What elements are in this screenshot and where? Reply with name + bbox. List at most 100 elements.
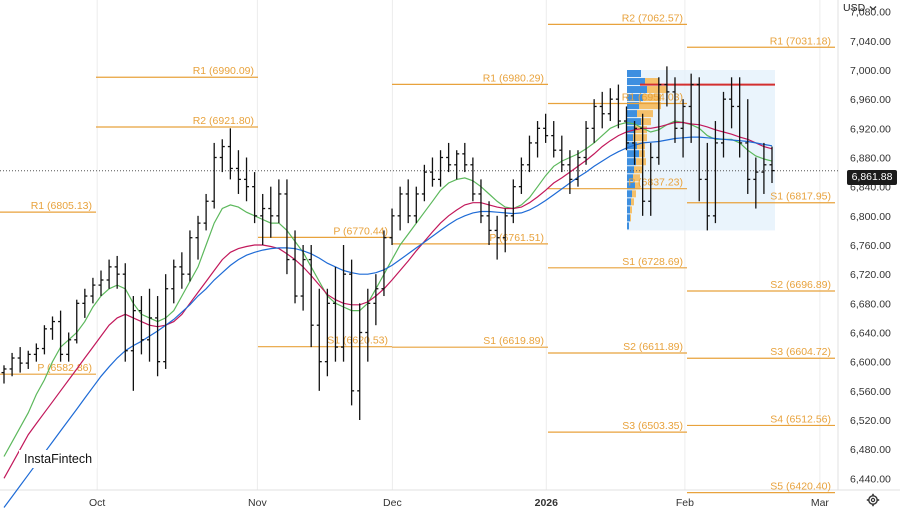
pivot-level-label: P (6761.51) <box>489 232 544 244</box>
y-tick-label: 6,640.00 <box>850 328 891 340</box>
ohlc-bar <box>195 215 201 260</box>
ohlc-bar <box>365 288 371 362</box>
volume-bar-blue <box>627 174 633 182</box>
ohlc-bar <box>680 99 686 158</box>
volume-bar-blue <box>627 206 630 214</box>
volume-bar-blue <box>627 182 635 190</box>
ohlc-bar <box>82 288 88 318</box>
ohlc-bar <box>244 157 250 202</box>
moving-average-line <box>3 136 773 508</box>
ohlc-bar <box>308 245 314 348</box>
y-tick-label: 6,760.00 <box>850 240 891 252</box>
volume-bar-blue <box>627 134 633 142</box>
ohlc-bar <box>227 128 233 180</box>
ohlc-bar <box>292 230 298 304</box>
ohlc-bar <box>753 157 759 209</box>
volume-bar-blue <box>627 166 634 174</box>
ohlc-bar <box>551 121 557 158</box>
moving-average-line <box>3 120 773 457</box>
ohlc-bar <box>672 77 678 143</box>
ohlc-bar <box>575 150 581 187</box>
volume-bar-blue <box>627 94 643 102</box>
y-tick-label: 6,600.00 <box>850 357 891 369</box>
ohlc-bar <box>187 230 193 282</box>
y-tick-label: 7,080.00 <box>850 7 891 19</box>
ohlc-bar <box>737 77 743 158</box>
ohlc-bar <box>50 316 56 340</box>
ohlc-bar <box>712 121 718 224</box>
pivot-level-label: S3 (6604.72) <box>770 346 831 358</box>
ohlc-bar <box>729 77 735 129</box>
ohlc-bar <box>688 73 694 143</box>
ohlc-bar <box>389 208 395 245</box>
ohlc-bar <box>761 142 767 194</box>
ohlc-bar <box>421 164 427 202</box>
ohlc-bar <box>316 288 322 391</box>
y-tick-label: 6,520.00 <box>850 415 891 427</box>
y-tick-label: 6,800.00 <box>850 211 891 223</box>
last-price-tag: 6,861.88 <box>847 170 897 185</box>
pivot-level-label: P (6582.86) <box>37 362 92 374</box>
pivot-level-label: R1 (6805.13) <box>31 200 92 212</box>
ohlc-bar <box>413 186 419 224</box>
pivot-level-label: S5 (6420.40) <box>770 481 831 493</box>
ohlc-bar <box>462 142 468 173</box>
volume-bar-orange <box>645 78 659 86</box>
volume-bar-blue <box>627 150 639 158</box>
pivot-level-label: S2 (6611.89) <box>623 341 683 353</box>
brand-logo: InstaFintech <box>19 450 98 468</box>
y-tick-label: 6,920.00 <box>850 123 891 135</box>
ohlc-bar <box>130 296 136 391</box>
y-tick-label: 6,480.00 <box>850 444 891 456</box>
ohlc-bar <box>381 230 387 297</box>
ohlc-bar <box>405 179 411 224</box>
moving-average-line <box>3 121 773 479</box>
ohlc-bar <box>470 157 476 202</box>
volume-bar-blue <box>627 214 630 222</box>
settings-gear-icon[interactable] <box>866 493 880 507</box>
pivot-level-label: S4 (6512.56) <box>770 413 831 425</box>
volume-bar-orange <box>630 206 632 214</box>
ohlc-bar <box>114 255 120 289</box>
ohlc-bar <box>607 88 613 122</box>
ohlc-bar <box>90 277 96 304</box>
currency-selector[interactable]: USD <box>843 2 878 14</box>
ohlc-bar <box>526 135 532 173</box>
ohlc-bar <box>438 150 444 187</box>
ohlc-bar <box>58 310 64 362</box>
y-tick-label: 6,440.00 <box>850 473 891 485</box>
x-tick-label: Oct <box>89 497 105 509</box>
ohlc-bar <box>98 270 104 297</box>
volume-bar-orange <box>637 142 645 150</box>
pivot-level-label: P (6770.44) <box>333 225 388 237</box>
volume-bar-blue <box>627 126 635 134</box>
ohlc-bar <box>373 274 379 326</box>
pivot-level-label: S1 (6817.95) <box>770 191 831 203</box>
ohlc-bar <box>106 259 112 289</box>
ohlc-bar <box>664 66 670 107</box>
ohlc-bar <box>494 215 500 260</box>
ohlc-bar <box>276 179 282 224</box>
volume-bar-orange <box>635 182 640 190</box>
volume-bar-orange <box>632 190 636 198</box>
ohlc-bar <box>284 179 290 275</box>
x-tick-label: Feb <box>676 497 694 509</box>
volume-bar-orange <box>631 198 634 206</box>
volume-bar-blue <box>627 222 629 230</box>
ohlc-bar <box>1 365 7 384</box>
ohlc-bar <box>300 245 306 311</box>
volume-bar-blue <box>627 102 639 110</box>
ohlc-bar <box>599 91 605 129</box>
ohlc-bar <box>171 259 177 304</box>
ohlc-bar <box>147 288 153 362</box>
volume-bar-orange <box>641 118 651 126</box>
pivot-level-label: R2 (7062.57) <box>622 12 683 24</box>
ohlc-bar <box>211 142 217 209</box>
x-tick-label: Mar <box>811 497 830 509</box>
volume-bar-blue <box>627 190 632 198</box>
ohlc-bar <box>17 347 23 373</box>
chevron-down-icon <box>869 6 877 11</box>
ohlc-bar <box>510 179 516 224</box>
ohlc-bar <box>122 263 128 362</box>
